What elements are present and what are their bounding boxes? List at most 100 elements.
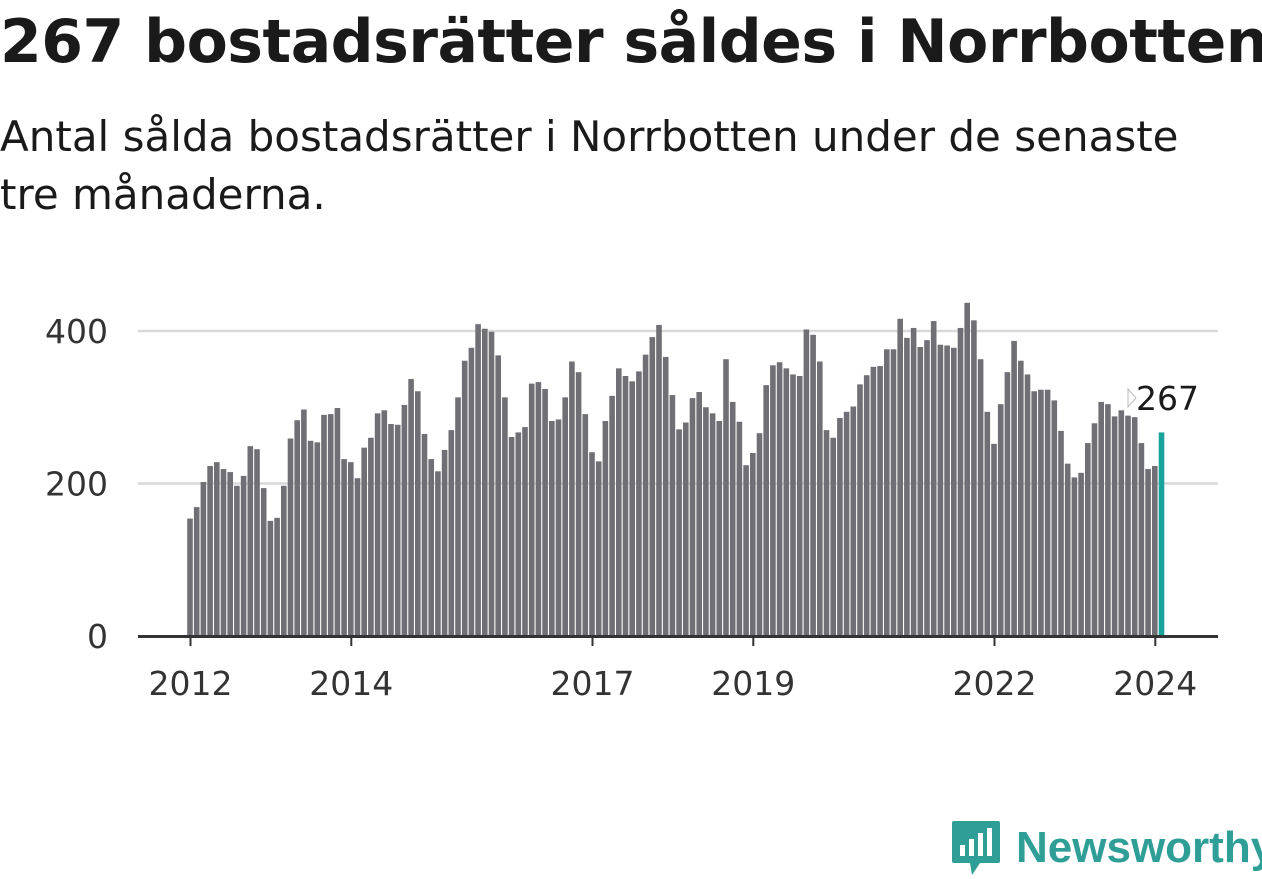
bar — [910, 327, 917, 636]
bar — [522, 427, 528, 636]
value-label-pointer — [1127, 387, 1137, 409]
bar — [274, 517, 280, 636]
x-tick-label-2014: 2014 — [309, 664, 393, 703]
x-tick-label-2022: 2022 — [953, 664, 1037, 703]
chart-subtitle: Antal sålda bostadsrätter i Norrbotten u… — [0, 112, 1179, 219]
bar — [589, 452, 595, 636]
bar — [294, 420, 300, 636]
bar — [997, 404, 1004, 636]
bar — [354, 478, 361, 636]
bar — [971, 320, 977, 636]
bar — [455, 397, 461, 636]
y-tick-label-200: 200 — [45, 465, 108, 504]
bar — [843, 411, 850, 636]
bar — [683, 422, 689, 636]
bar — [448, 430, 455, 636]
bar — [569, 361, 575, 636]
bar — [951, 347, 957, 636]
bar — [1152, 465, 1158, 636]
bar — [616, 368, 622, 636]
bar — [502, 397, 508, 636]
y-tick-label-400: 400 — [45, 312, 108, 351]
bar — [964, 302, 970, 636]
bar — [200, 481, 207, 636]
bar — [240, 475, 247, 636]
bar — [689, 398, 696, 636]
bar — [575, 372, 582, 636]
bar — [609, 395, 615, 636]
bar — [401, 404, 408, 636]
bar — [629, 381, 635, 636]
bar — [1145, 469, 1151, 636]
bar — [890, 349, 897, 636]
bar — [307, 440, 314, 636]
bar — [803, 329, 810, 636]
bar — [555, 419, 562, 636]
bar — [1058, 430, 1064, 636]
bar — [1078, 472, 1084, 636]
bar — [220, 469, 227, 636]
bar — [281, 485, 287, 636]
bar — [1064, 463, 1071, 636]
bar — [287, 438, 294, 636]
bar — [247, 446, 254, 636]
bar — [984, 411, 991, 636]
bar — [207, 465, 213, 636]
bar — [770, 365, 776, 636]
bar — [1131, 417, 1138, 636]
bar — [408, 379, 414, 636]
x-tick-label-2024: 2024 — [1113, 664, 1197, 703]
bar — [214, 462, 220, 636]
x-tick-label-2019: 2019 — [711, 664, 795, 703]
bar — [394, 424, 401, 636]
bar — [515, 432, 522, 636]
bar — [361, 447, 367, 636]
bar — [917, 347, 924, 636]
newsworthy-logo-icon — [952, 821, 1000, 875]
bar — [535, 382, 542, 636]
bar — [187, 518, 193, 636]
bar — [937, 344, 944, 636]
bar — [930, 321, 937, 636]
bar — [260, 488, 267, 636]
brand-logo: Newsworthy — [950, 818, 1262, 878]
bar — [441, 449, 448, 636]
bar — [193, 507, 200, 636]
value-label: 267 — [1136, 379, 1199, 418]
bar — [1085, 443, 1091, 636]
labels: 0 200 400 2012 2014 2017 2019 2022 2024 267 — [45, 312, 1199, 703]
bar — [796, 375, 803, 636]
bar — [348, 462, 354, 636]
bar — [716, 420, 723, 636]
bar — [863, 375, 870, 636]
bar — [884, 349, 890, 636]
bar — [595, 461, 602, 636]
bar — [508, 436, 515, 636]
bar — [267, 520, 274, 636]
bar — [542, 388, 548, 636]
bar — [321, 414, 327, 636]
bar — [662, 356, 669, 636]
bar — [1118, 410, 1125, 636]
bar — [1111, 416, 1118, 636]
bar — [1105, 404, 1111, 636]
bar — [582, 414, 589, 636]
bar — [743, 465, 749, 636]
bar — [636, 371, 642, 636]
bar — [877, 366, 883, 636]
bar — [341, 459, 347, 636]
chart-title: 267 bostadsrätter såldes i Norrbotten — [0, 7, 1262, 77]
bar — [1091, 423, 1098, 636]
bar — [301, 409, 307, 636]
bar — [944, 345, 950, 636]
bar — [368, 437, 374, 636]
bar — [642, 354, 649, 636]
bar — [421, 433, 428, 636]
bar — [227, 472, 233, 636]
bar — [703, 407, 709, 636]
x-tick-label-2012: 2012 — [149, 664, 233, 703]
bar — [468, 347, 475, 636]
bar — [850, 406, 857, 636]
bar — [495, 355, 501, 636]
bar — [428, 459, 434, 636]
